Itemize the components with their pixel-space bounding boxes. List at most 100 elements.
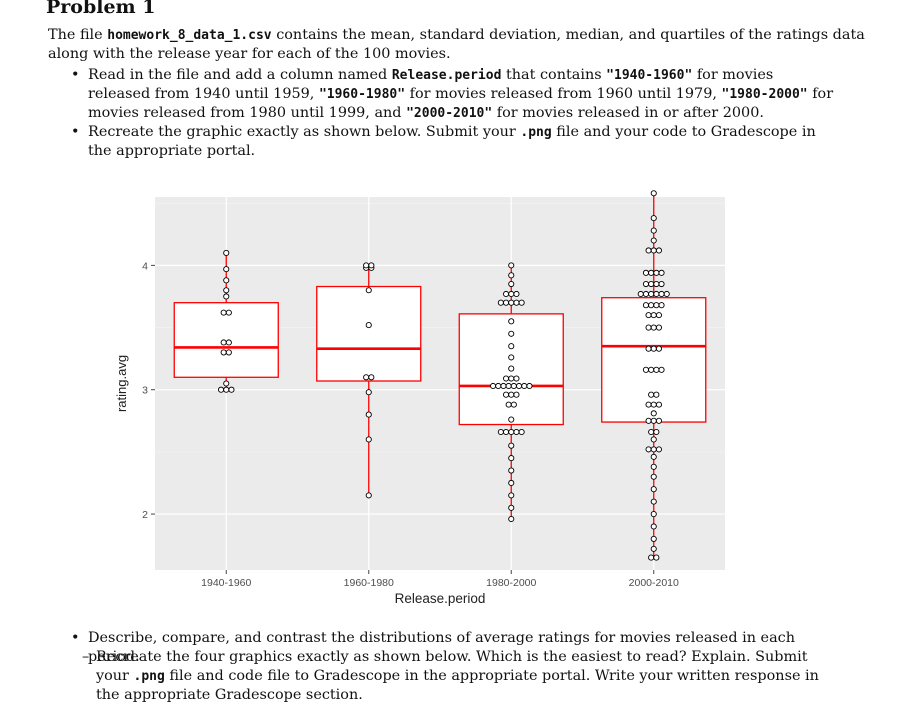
data-point bbox=[650, 324, 657, 331]
data-point bbox=[508, 428, 515, 436]
data-point bbox=[225, 349, 232, 356]
y-axis-label: rating.avg bbox=[114, 355, 129, 412]
data-point bbox=[648, 391, 655, 398]
data-point bbox=[223, 287, 230, 294]
data-point bbox=[513, 391, 520, 398]
data-point bbox=[365, 436, 372, 443]
data-point bbox=[655, 345, 663, 352]
data-point bbox=[223, 266, 230, 273]
data-point bbox=[655, 401, 663, 408]
data-point bbox=[653, 269, 660, 276]
data-point bbox=[653, 428, 660, 436]
data-point bbox=[228, 386, 235, 393]
data-point bbox=[508, 262, 515, 269]
y-tick-label: 4 bbox=[142, 260, 148, 272]
data-point bbox=[650, 545, 657, 552]
data-point bbox=[508, 290, 515, 298]
data-point bbox=[521, 382, 528, 390]
data-point bbox=[508, 455, 515, 462]
data-point bbox=[653, 280, 660, 288]
data-point bbox=[650, 535, 657, 542]
x-tick-label: 1940-1960 bbox=[201, 577, 251, 589]
data-point bbox=[650, 401, 657, 408]
data-point bbox=[508, 391, 515, 398]
data-point bbox=[650, 417, 657, 424]
data-point bbox=[365, 492, 372, 499]
y-tick-label: 2 bbox=[142, 509, 148, 521]
data-point bbox=[223, 386, 230, 393]
data-point bbox=[508, 330, 515, 337]
data-point bbox=[642, 302, 650, 309]
x-tick-label: 1960-1980 bbox=[344, 577, 394, 589]
data-point bbox=[658, 269, 665, 276]
instruction-list: Read in the file and add a column named … bbox=[68, 66, 838, 161]
data-point bbox=[365, 411, 372, 418]
data-point bbox=[223, 293, 230, 300]
data-point bbox=[497, 299, 504, 306]
x-tick-label: 2000-2010 bbox=[629, 577, 679, 589]
problem-heading: Problem 1 bbox=[46, 0, 156, 18]
data-point bbox=[513, 290, 520, 298]
data-point bbox=[655, 417, 663, 424]
data-point bbox=[220, 339, 227, 346]
data-point bbox=[502, 428, 510, 436]
data-point bbox=[510, 382, 517, 390]
data-point bbox=[648, 428, 655, 436]
data-point bbox=[515, 382, 523, 390]
data-point bbox=[508, 354, 515, 361]
data-point bbox=[513, 428, 520, 436]
data-point bbox=[508, 318, 515, 325]
data-point bbox=[648, 269, 655, 276]
data-point bbox=[508, 479, 515, 487]
data-point bbox=[508, 515, 515, 523]
data-point bbox=[645, 401, 652, 408]
data-point bbox=[502, 375, 510, 382]
data-point bbox=[368, 374, 375, 381]
data-point bbox=[637, 290, 644, 298]
data-point bbox=[502, 391, 510, 398]
data-point bbox=[645, 312, 652, 319]
data-point bbox=[653, 290, 660, 298]
data-point bbox=[650, 215, 657, 222]
data-point bbox=[650, 227, 657, 234]
data-point bbox=[645, 446, 652, 453]
data-point bbox=[508, 492, 515, 499]
data-point bbox=[650, 523, 657, 530]
data-point bbox=[648, 554, 655, 561]
data-point bbox=[508, 365, 515, 372]
data-point bbox=[653, 391, 660, 398]
data-point bbox=[648, 302, 655, 309]
data-point bbox=[513, 375, 520, 382]
data-point bbox=[650, 446, 657, 453]
box bbox=[173, 302, 279, 378]
box bbox=[316, 285, 422, 382]
data-point bbox=[648, 280, 655, 288]
data-point bbox=[508, 416, 515, 423]
data-point bbox=[508, 299, 515, 306]
data-point bbox=[508, 442, 515, 449]
data-point bbox=[650, 345, 657, 352]
data-point bbox=[658, 290, 665, 298]
box bbox=[601, 297, 707, 423]
data-point bbox=[653, 554, 660, 561]
data-point bbox=[650, 436, 657, 443]
y-tick-label: 3 bbox=[142, 385, 148, 397]
intro-paragraph: The file homework_8_data_1.csv contains … bbox=[48, 27, 865, 62]
data-point bbox=[650, 510, 657, 518]
data-point bbox=[658, 280, 665, 288]
data-point bbox=[513, 299, 520, 306]
instruction-recreate-graphic: Recreate the graphic exactly as shown be… bbox=[68, 123, 838, 161]
data-point bbox=[655, 312, 663, 319]
data-point bbox=[653, 366, 660, 373]
file-name: homework_8_data_1.csv bbox=[107, 28, 272, 43]
data-point bbox=[502, 290, 510, 298]
data-point bbox=[658, 302, 665, 309]
data-point bbox=[500, 382, 507, 390]
data-point bbox=[518, 428, 525, 436]
question-describe: Describe, compare, and contrast the dist… bbox=[68, 629, 838, 667]
data-point bbox=[365, 287, 372, 294]
data-point bbox=[645, 345, 652, 352]
sub-question-recreate: – Recreate the four graphics exactly as s… bbox=[82, 649, 819, 703]
data-point bbox=[508, 343, 515, 350]
